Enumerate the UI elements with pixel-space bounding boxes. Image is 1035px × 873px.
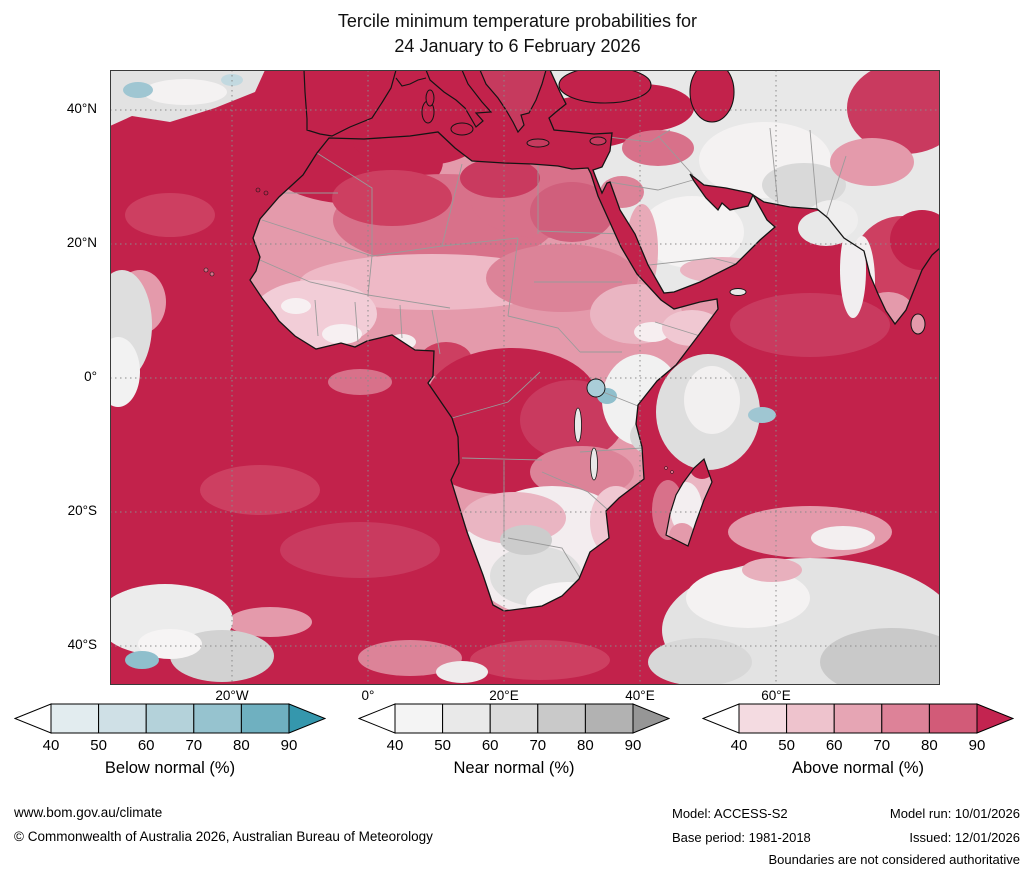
lat-label: 40°S (67, 637, 97, 652)
legend-tick: 90 (624, 737, 642, 754)
legend-tick: 80 (577, 737, 594, 754)
legend-above-normal-label: Above normal (%) (791, 759, 925, 777)
legend-above-normal-ticks: 40 50 60 70 80 90 (702, 737, 1014, 756)
legend-tick: 50 (434, 737, 451, 754)
lon-label: 0° (361, 688, 375, 703)
europe-landmass (303, 70, 607, 148)
legend-tick: 40 (730, 737, 748, 754)
legend-near-normal-colorbar (358, 703, 670, 735)
legend-tick: 60 (137, 737, 155, 754)
legend-near-normal: 40 50 60 70 80 90 Near normal (%) (358, 703, 670, 778)
legend-tick: 40 (42, 737, 60, 754)
legend-below-normal: 40 50 60 70 80 90 Below normal (%) (14, 703, 326, 778)
caspian-sea (689, 70, 735, 123)
islands-and-lakes (203, 187, 926, 481)
lat-label: 0° (84, 369, 97, 384)
lon-label: 40°E (625, 688, 655, 703)
lon-label: 20°E (489, 688, 519, 703)
lake-victoria (586, 378, 606, 398)
map-frame (110, 70, 940, 685)
legend-tick: 60 (825, 737, 843, 754)
footer-website: www.bom.gov.au/climate (14, 805, 163, 820)
legend-above-normal: 40 50 60 70 80 90 Above normal (%) (702, 703, 1014, 778)
africa-country-borders (259, 152, 701, 579)
legend-tick: 60 (481, 737, 499, 754)
footer-base-period: Base period: 1981-2018 (672, 830, 811, 845)
footer-disclaimer: Boundaries are not considered authoritat… (768, 852, 1021, 867)
legend-tick: 50 (778, 737, 795, 754)
lon-label: 20°W (215, 688, 249, 703)
footer-model-run: Model run: 10/01/2026 (889, 806, 1020, 821)
black-sea (558, 70, 652, 104)
lon-label: 60°E (761, 688, 791, 703)
footer-model: Model: ACCESS-S2 (672, 806, 788, 821)
legend-tick: 70 (873, 737, 891, 754)
probability-map (110, 70, 940, 685)
legend-tick: 90 (280, 737, 298, 754)
title-line-1: Tercile minimum temperature probabilitie… (337, 11, 698, 31)
page-title: Tercile minimum temperature probabilitie… (0, 9, 1035, 59)
legend-near-normal-label: Near normal (%) (453, 759, 575, 777)
lat-label: 20°N (66, 235, 97, 250)
legend-tick: 80 (233, 737, 250, 754)
legend-below-normal-ticks: 40 50 60 70 80 90 (14, 737, 326, 756)
lat-label: 40°N (66, 101, 97, 116)
legend-tick: 80 (921, 737, 938, 754)
legend-above-normal-colorbar (702, 703, 1014, 735)
lat-label: 20°S (67, 503, 97, 518)
title-line-2: 24 January to 6 February 2026 (394, 36, 641, 56)
legend-tick: 50 (90, 737, 107, 754)
legend-below-normal-colorbar (14, 703, 326, 735)
legend-tick: 70 (185, 737, 203, 754)
footer-issued: Issued: 12/01/2026 (909, 830, 1020, 845)
legend-tick: 90 (968, 737, 986, 754)
legend-tick: 40 (386, 737, 404, 754)
footer-copyright: © Commonwealth of Australia 2026, Austra… (14, 829, 433, 844)
graticule-grid (110, 70, 940, 685)
legend-near-normal-ticks: 40 50 60 70 80 90 (358, 737, 670, 756)
legend-tick: 70 (529, 737, 547, 754)
legend-below-normal-label: Below normal (%) (104, 759, 236, 777)
